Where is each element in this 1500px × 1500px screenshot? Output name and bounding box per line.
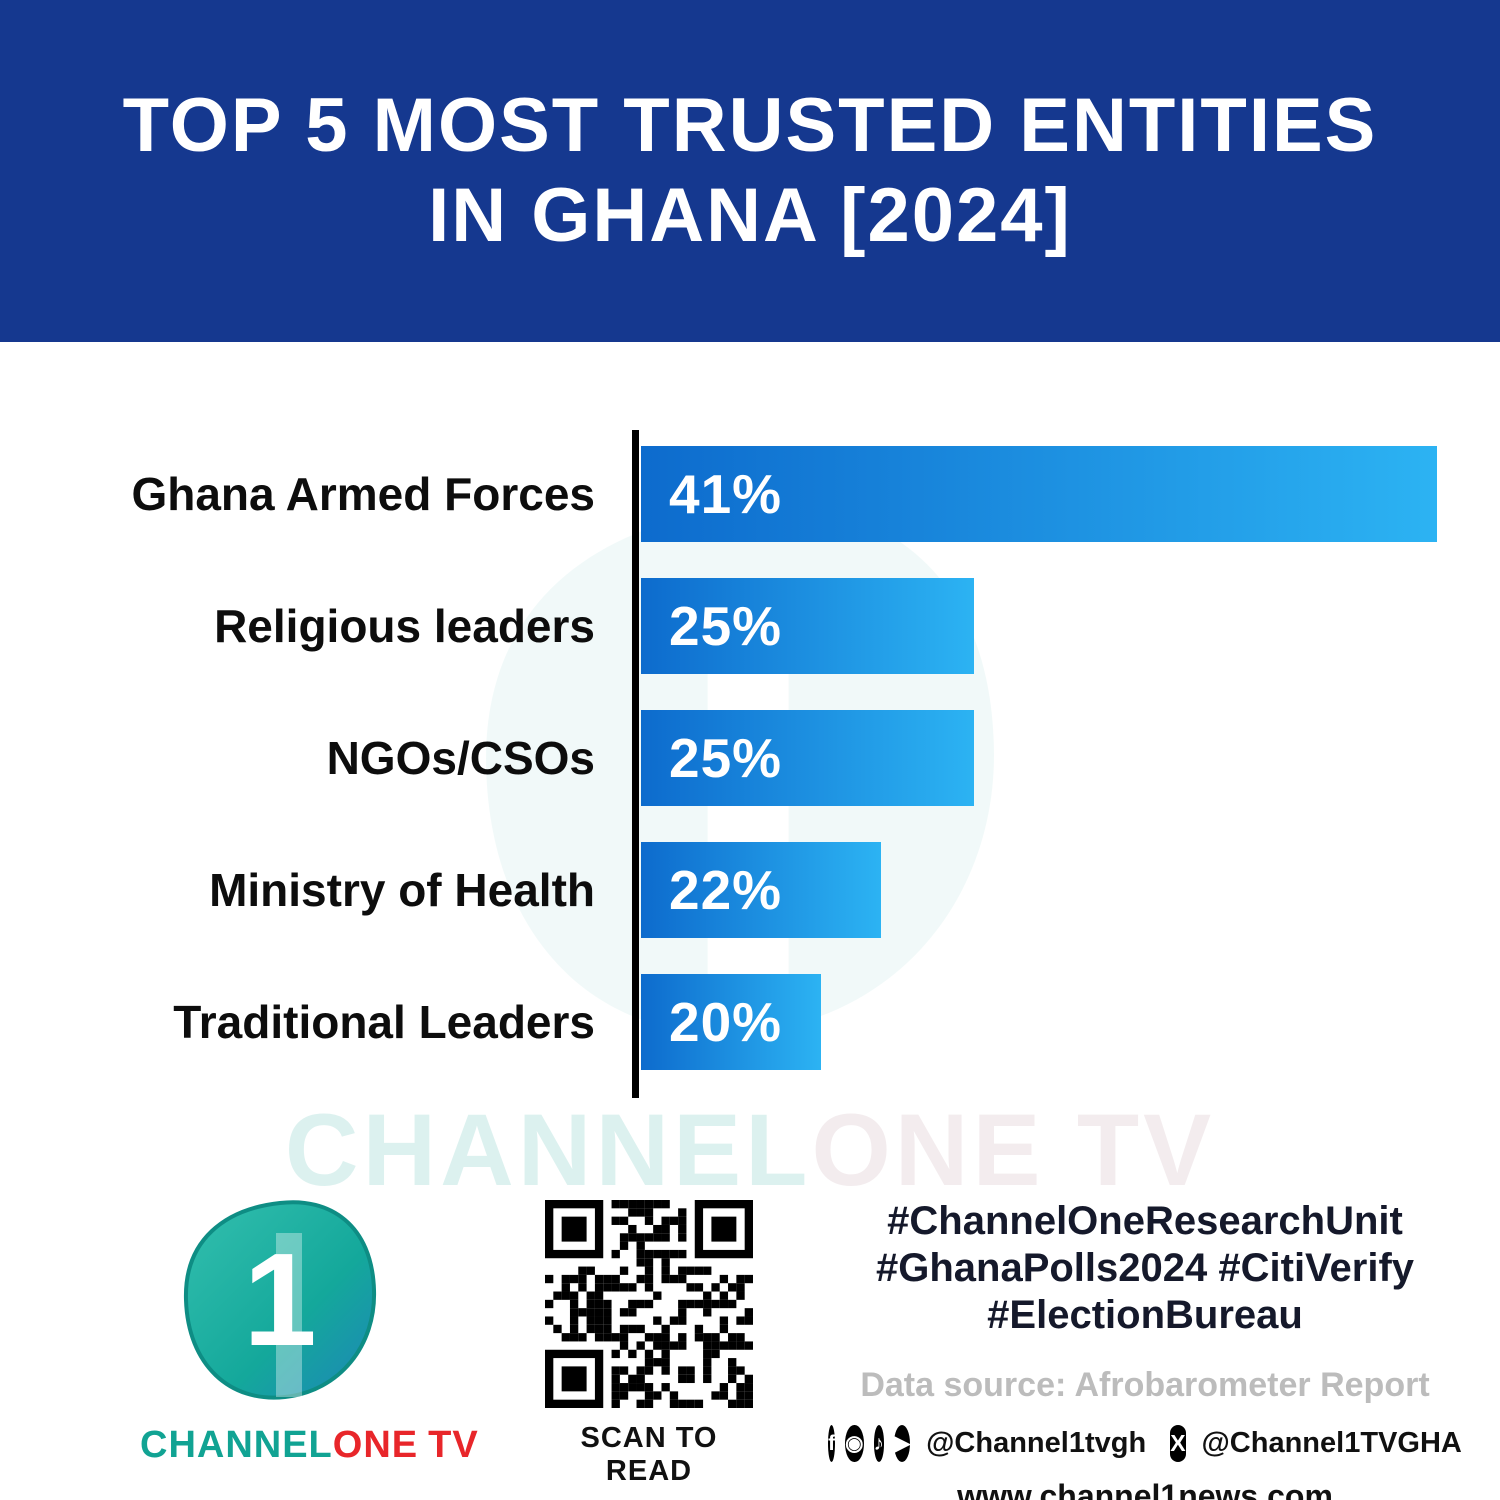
- header-band: TOP 5 MOST TRUSTED ENTITIES IN GHANA [20…: [0, 0, 1500, 342]
- bar-label: Religious leaders: [214, 600, 595, 652]
- hashtags-line1: #ChannelOneResearchUnit: [887, 1199, 1403, 1243]
- tiktok-icon: ♪: [873, 1424, 884, 1462]
- brand-one-text: ONE: [332, 1424, 419, 1466]
- social-handle-1: @Channel1tvgh: [926, 1426, 1147, 1459]
- hashtags-line3: #ElectionBureau: [987, 1293, 1303, 1338]
- facebook-icon: f: [828, 1424, 836, 1462]
- brand-channel-text: CHANNEL: [140, 1424, 333, 1466]
- bar-label: Ghana Armed Forces: [131, 468, 595, 520]
- data-source-text: Data source: Afrobarometer Report: [860, 1365, 1430, 1404]
- bar-value: 41%: [669, 463, 783, 525]
- watermark-channel: CHANNEL: [284, 1093, 812, 1207]
- chart-row: NGOs/CSOs 25%: [0, 710, 1500, 806]
- qr-code: [545, 1200, 753, 1408]
- bar: 25%: [641, 578, 974, 674]
- social-handle-2: @Channel1TVGHA: [1201, 1426, 1462, 1459]
- bar: 25%: [641, 710, 974, 806]
- bar-value: 22%: [669, 859, 783, 921]
- chart-row: Traditional Leaders 20%: [0, 974, 1500, 1070]
- bar-label: Ministry of Health: [209, 864, 595, 916]
- bar-value: 25%: [669, 595, 783, 657]
- chart-row: Ministry of Health 22%: [0, 842, 1500, 938]
- social-row: f ◉ ♪ ▶ @Channel1tvgh X @Channel1TVGHA: [828, 1424, 1462, 1462]
- website-url: www.channel1news.com: [957, 1477, 1333, 1500]
- page-title-line1: TOP 5 MOST TRUSTED ENTITIES: [122, 83, 1378, 169]
- brand-wordmark: CHANNELONE TV: [140, 1424, 478, 1467]
- watermark-onetv: ONE TV: [811, 1093, 1216, 1207]
- bar: 22%: [641, 842, 881, 938]
- watermark-text: CHANNELONE TV: [0, 1092, 1500, 1209]
- bar-chart: Ghana Armed Forces 41% Religious leaders…: [0, 430, 1500, 1098]
- chart-row: Ghana Armed Forces 41%: [0, 446, 1500, 542]
- bar: 20%: [641, 974, 821, 1070]
- channel-one-logo-icon: 1: [183, 1200, 377, 1400]
- instagram-icon: ◉: [845, 1424, 864, 1462]
- bar-value: 20%: [669, 991, 783, 1053]
- hashtags-line2: #GhanaPolls2024 #CitiVerify: [875, 1246, 1415, 1291]
- bar: 41%: [641, 446, 1437, 542]
- qr-block: SCAN TO READ: [545, 1200, 753, 1488]
- chart-row: Religious leaders 25%: [0, 578, 1500, 674]
- channel-one-logo-block: 1 CHANNELONE TV: [140, 1195, 478, 1467]
- brand-tv-text: TV: [428, 1424, 479, 1466]
- bar-label: NGOs/CSOs: [326, 732, 595, 784]
- youtube-icon: ▶: [894, 1424, 911, 1462]
- svg-text:1: 1: [243, 1226, 316, 1373]
- bar-label: Traditional Leaders: [173, 996, 595, 1048]
- bar-value: 25%: [669, 727, 783, 789]
- x-twitter-icon: X: [1170, 1424, 1186, 1462]
- footer-right-column: #ChannelOneResearchUnit #GhanaPolls2024 …: [828, 1198, 1462, 1500]
- qr-caption: SCAN TO READ: [580, 1422, 718, 1487]
- chart-axis: [632, 430, 639, 1098]
- page-title-line2: IN GHANA [2024]: [428, 173, 1072, 258]
